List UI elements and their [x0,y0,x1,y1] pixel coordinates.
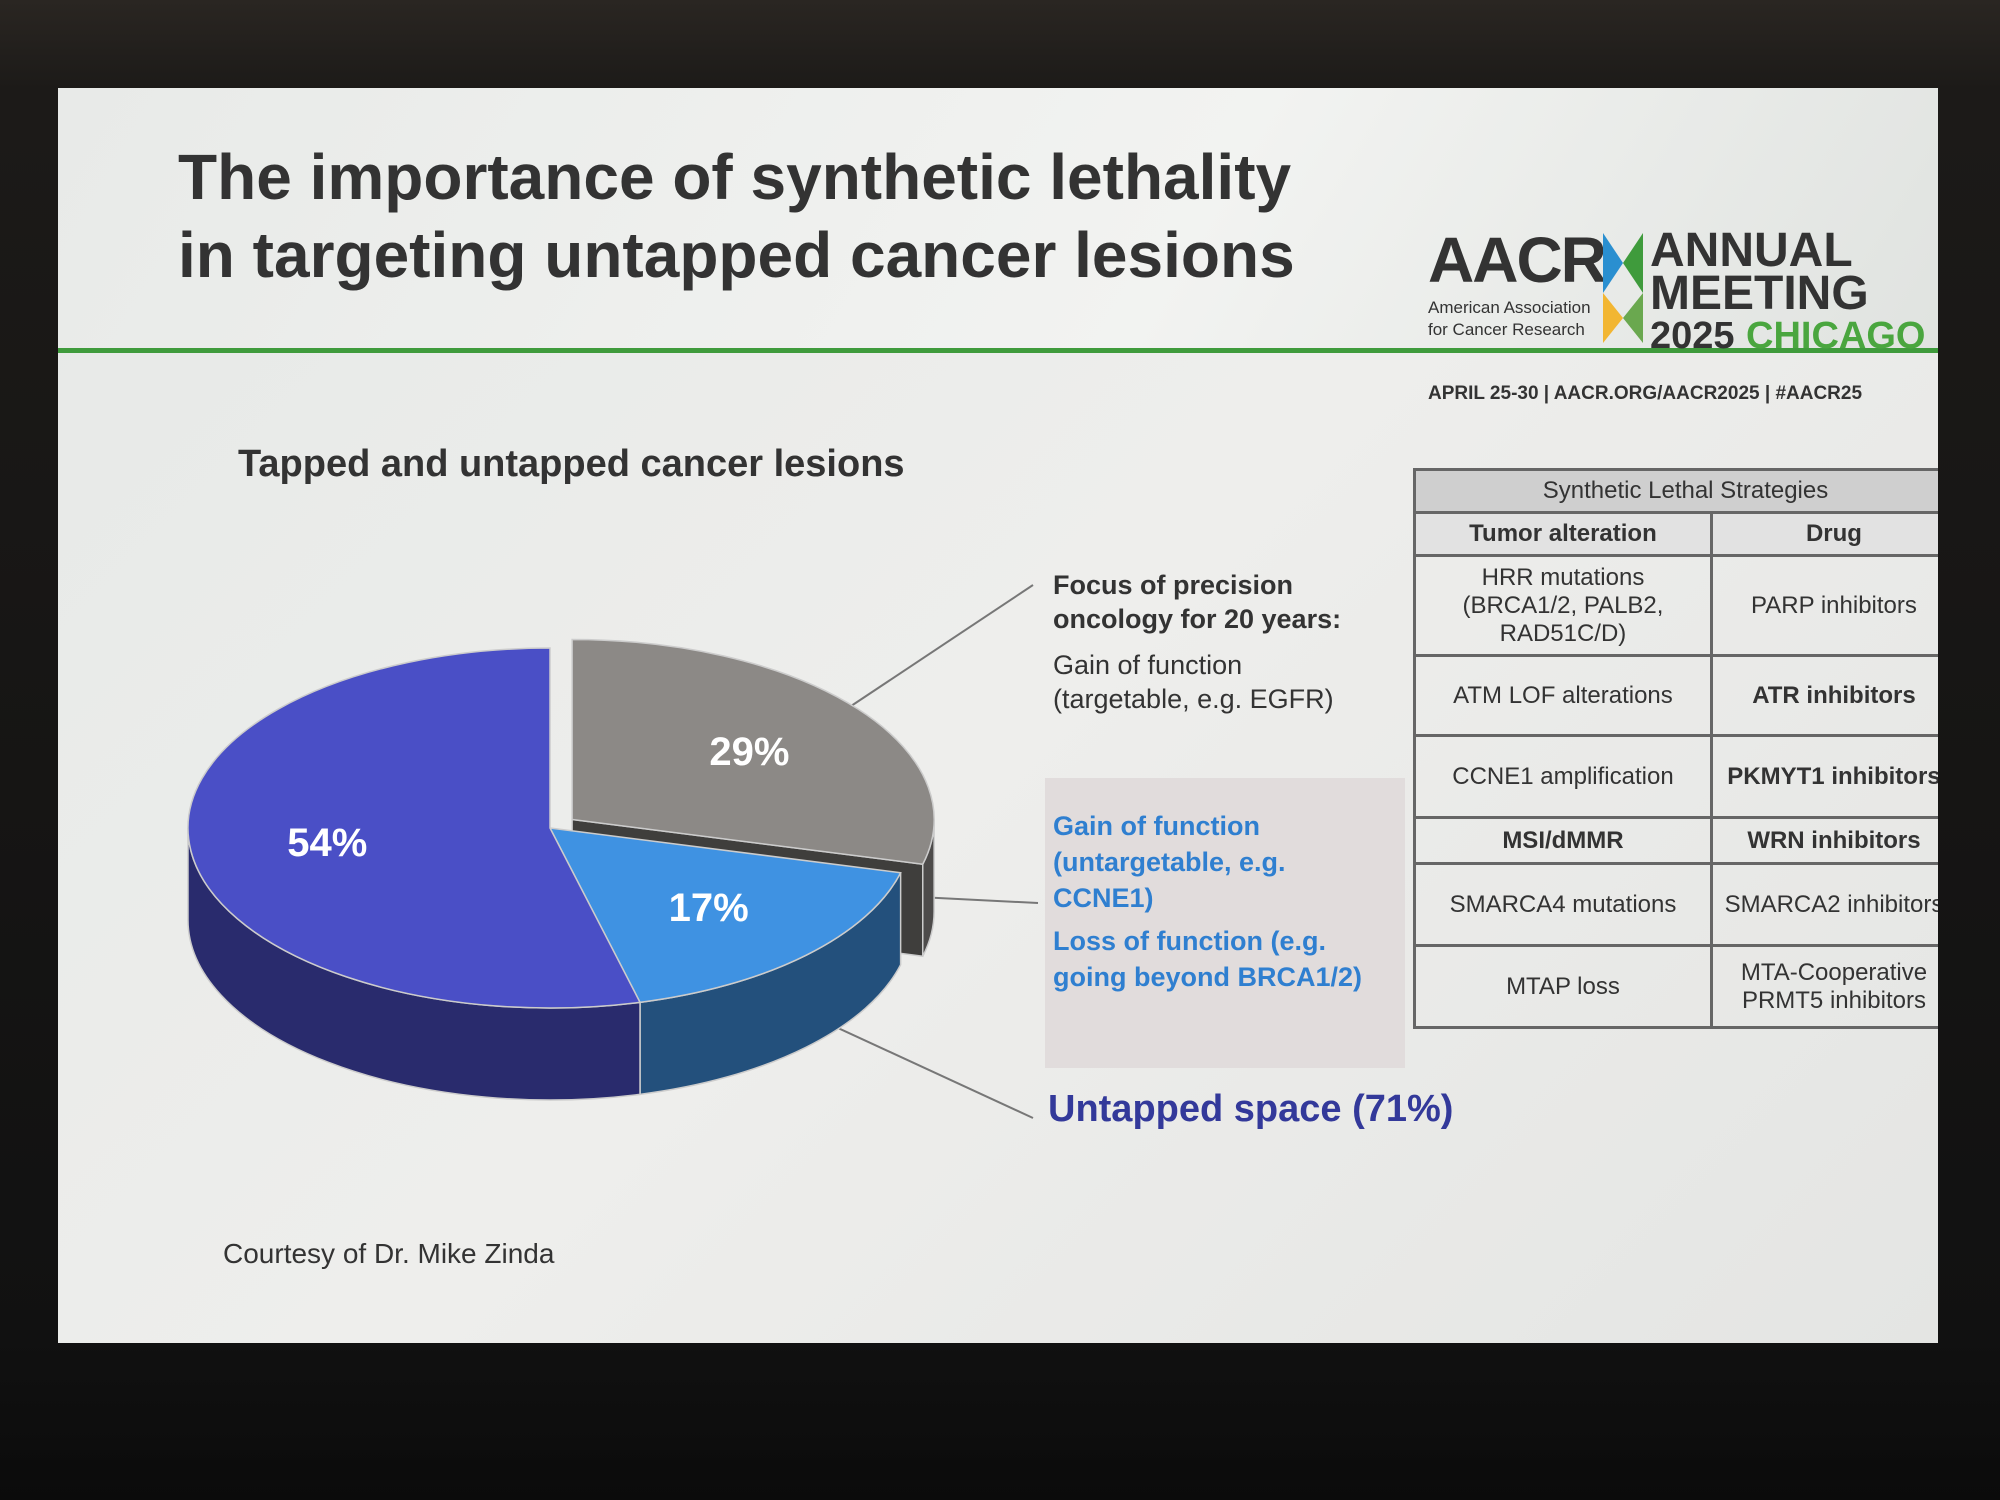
pie-slice [548,827,902,1004]
slide: The importance of synthetic lethality in… [58,88,1938,1343]
slide-title: The importance of synthetic lethality in… [178,141,1295,291]
strategy-table: Synthetic Lethal Strategies Tumor altera… [1413,468,1938,1029]
logo-brand: AACR [1428,224,1607,296]
table-cell: MTAP loss [1413,944,1713,1029]
logo-year: 2025 [1650,315,1735,357]
annotation: Untapped space (71%) [1048,1088,1454,1130]
table-cell: ATM LOF alterations [1413,654,1713,737]
pie-slice [571,638,935,866]
table-title: Synthetic Lethal Strategies [1413,468,1938,514]
table-cell: SMARCA4 mutations [1413,862,1713,947]
table-cell: HRR mutations (BRCA1/2, PALB2, RAD51C/D) [1413,554,1713,657]
table-cell: MSI/dMMR [1413,816,1713,865]
table-cell: PARP inhibitors [1709,554,1938,657]
table-cell: WRN inhibitors [1709,816,1938,865]
chart-title: Tapped and untapped cancer lesions [238,443,905,485]
pie-slice [187,647,642,1009]
table-cell: PKMYT1 inhibitors [1709,734,1938,819]
table-cell: SMARCA2 inhibitors [1709,862,1938,947]
value-label: 54% [287,821,367,865]
value-label: 29% [709,730,789,774]
logo-meeting: ANNUAL [1650,224,1853,277]
table-header: Tumor alteration [1413,511,1713,557]
pie-chart: 29% 17% 54% [187,584,1039,1119]
slide-header: The importance of synthetic lethality in… [58,88,1938,404]
table-cell: CCNE1 amplification [1413,734,1713,819]
table-cell: ATR inhibitors [1709,654,1938,737]
annotation: Gain of function (targetable, e.g. EGFR) [1053,650,1334,714]
leader-line [817,584,1034,729]
logo-org: for Cancer Research [1428,320,1585,339]
logo-org: American Association [1428,298,1591,317]
table-cell: MTA-Cooperative PRMT5 inhibitors [1709,944,1938,1029]
logo-mark [1603,233,1643,343]
highlight-box [1045,778,1405,1068]
table-header: Drug [1709,511,1938,557]
logo-info: APRIL 25-30 | AACR.ORG/AACR2025 | #AACR2… [1428,383,1863,404]
logo-city: CHICAGO [1746,315,1926,357]
annotation: Loss of function (e.g. going beyond BRCA… [1053,926,1362,992]
annotation: Gain of function (untargetable, e.g. CCN… [1053,811,1286,913]
courtesy: Courtesy of Dr. Mike Zinda [223,1238,555,1269]
annotation: Focus of precision oncology for 20 years… [1053,570,1342,634]
logo-meeting: MEETING [1650,267,1869,320]
value-label: 17% [669,886,749,930]
